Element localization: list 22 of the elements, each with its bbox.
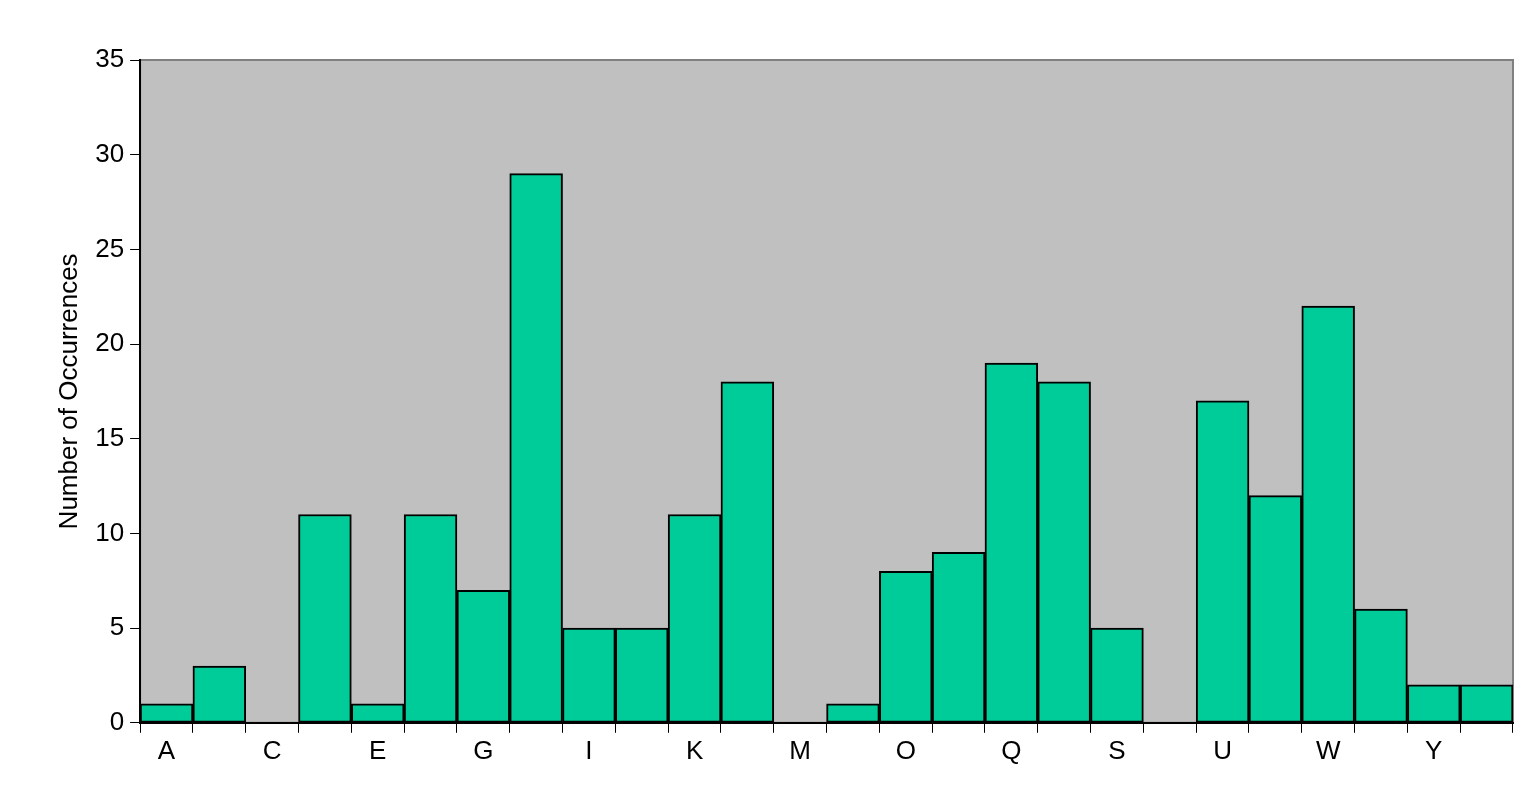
x-tick-label: K bbox=[685, 734, 704, 765]
x-tick-label: I bbox=[585, 734, 593, 765]
y-tick-label: 35 bbox=[95, 43, 125, 74]
y-tick-label: 0 bbox=[109, 705, 125, 736]
x-tick-label: O bbox=[895, 734, 916, 765]
y-tick-label: 25 bbox=[95, 232, 125, 263]
y-axis-title: Number of Occurrences bbox=[52, 253, 83, 530]
x-tick-label: E bbox=[369, 734, 387, 765]
y-tick-label: 5 bbox=[109, 611, 125, 642]
x-tick-label: G bbox=[473, 734, 494, 765]
y-tick-label: 20 bbox=[95, 327, 125, 358]
x-tick-label: A bbox=[157, 734, 176, 765]
y-tick-label: 30 bbox=[95, 137, 125, 168]
x-tick-label: Y bbox=[1425, 734, 1443, 765]
x-tick-label: C bbox=[262, 734, 282, 765]
x-tick-label: Q bbox=[1001, 734, 1022, 765]
x-tick-label: W bbox=[1315, 734, 1341, 765]
y-tick-label: 10 bbox=[95, 516, 125, 547]
x-tick-label: S bbox=[1108, 734, 1126, 765]
x-tick-label: M bbox=[789, 734, 811, 765]
y-tick-label: 15 bbox=[95, 421, 125, 452]
x-tick-label: U bbox=[1213, 734, 1232, 765]
